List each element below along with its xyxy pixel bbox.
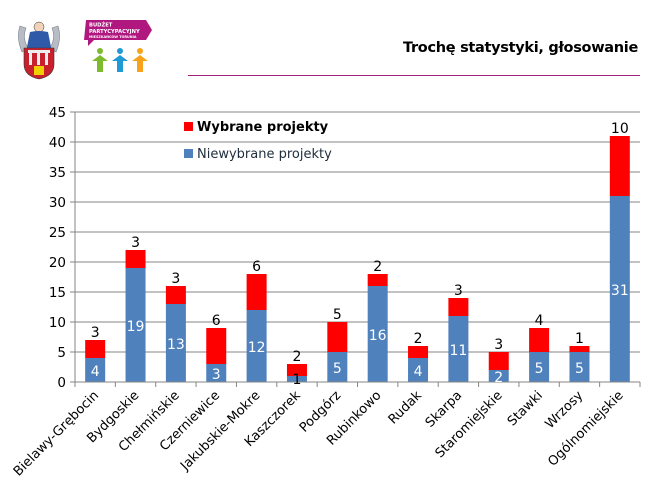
y-tick-label: 20: [49, 255, 66, 271]
title-divider: [188, 75, 640, 76]
data-label-niewybrane: 4: [91, 364, 100, 380]
bar-niewybrane: [85, 358, 106, 382]
data-label-niewybrane: 2: [494, 370, 503, 386]
bar-niewybrane: [206, 364, 227, 382]
data-label-wybrane: 6: [212, 313, 221, 329]
bar-wybrane: [448, 298, 469, 316]
data-label-wybrane: 4: [535, 313, 544, 329]
bar-niewybrane: [246, 310, 267, 382]
bar-niewybrane: [286, 376, 307, 382]
bar-wybrane: [85, 340, 106, 358]
bar-wybrane: [609, 136, 630, 196]
bar-wybrane: [246, 274, 267, 310]
data-label-wybrane: 2: [414, 331, 423, 347]
data-label-niewybrane: 5: [535, 361, 544, 377]
data-label-niewybrane: 4: [414, 364, 423, 380]
gridlines: [75, 111, 640, 353]
data-label-niewybrane: 31: [611, 283, 629, 299]
bar-niewybrane: [165, 304, 186, 382]
bar-wybrane: [529, 328, 550, 352]
participatory-budget-logo: BUDŻET PARTYCYPACYJNY MIESZKAŃCÓW TORUNI…: [84, 20, 152, 72]
data-label-niewybrane: 13: [167, 337, 185, 353]
bar-niewybrane: [327, 352, 348, 382]
x-axis-ticks: Bielawy-GrębocinBydgoskieChełmińskieCzer…: [11, 382, 641, 479]
y-axis-ticks: 0 5 10 15 20 25 30 35 40 45: [49, 105, 75, 391]
bar-wybrane: [286, 364, 307, 376]
data-label-wybrane: 3: [494, 337, 503, 353]
bar-wybrane: [125, 250, 146, 268]
data-label-niewybrane: 3: [212, 367, 221, 383]
legend-label: Niewybrane projekty: [197, 147, 332, 162]
budget-logo-line-1: BUDŻET: [89, 22, 113, 29]
bar-wybrane: [408, 346, 429, 358]
bar-wybrane: [206, 328, 227, 364]
slide-title: Trochę statystyki, głosowanie: [402, 40, 638, 56]
data-label-wybrane: 1: [575, 331, 584, 347]
bar-niewybrane: [125, 268, 146, 382]
budget-logo-line-2: PARTYCYPACYJNY: [89, 29, 140, 35]
x-category-label: Stawki: [505, 388, 546, 429]
data-label-niewybrane: 1: [293, 372, 302, 388]
legend-swatch: [184, 149, 193, 158]
toruń-coat-of-arms-logo: [18, 21, 60, 80]
data-label-wybrane: 6: [252, 259, 261, 275]
data-label-wybrane: 2: [293, 349, 302, 365]
bar-wybrane: [367, 274, 388, 286]
person-blue-icon: [112, 48, 128, 72]
bar-niewybrane: [529, 352, 550, 382]
y-tick-label: 5: [57, 345, 66, 361]
x-category-label: Rudak: [386, 388, 426, 428]
bar-niewybrane: [408, 358, 429, 382]
bar-wybrane: [569, 346, 590, 352]
y-tick-label: 35: [49, 165, 66, 181]
person-orange-icon: [132, 48, 148, 72]
data-label-wybrane: 10: [611, 121, 629, 137]
legend-label: Wybrane projekty: [197, 120, 329, 135]
data-label-niewybrane: 11: [449, 343, 467, 359]
data-label-wybrane: 2: [373, 259, 382, 275]
data-label-wybrane: 3: [454, 283, 463, 299]
legend-swatch: [184, 122, 193, 131]
x-category-label: Ogólnomiejskie: [545, 388, 626, 469]
y-tick-label: 10: [49, 315, 66, 331]
axes: [74, 112, 640, 383]
data-label-niewybrane: 16: [369, 328, 387, 344]
data-label-niewybrane: 5: [575, 361, 584, 377]
y-tick-label: 15: [49, 285, 66, 301]
data-label-niewybrane: 19: [127, 319, 145, 335]
data-label-wybrane: 5: [333, 307, 342, 323]
legend: Wybrane projekty Niewybrane projekty: [184, 120, 332, 162]
bar-niewybrane: [448, 316, 469, 382]
data-label-wybrane: 3: [171, 271, 180, 287]
bar-wybrane: [165, 286, 186, 304]
bars: [85, 136, 630, 382]
data-label-wybrane: 3: [91, 325, 100, 341]
bar-wybrane: [327, 322, 348, 352]
bar-niewybrane: [367, 286, 388, 382]
bar-niewybrane: [488, 370, 509, 382]
y-tick-label: 0: [57, 375, 66, 391]
y-tick-label: 45: [49, 105, 66, 121]
data-label-wybrane: 3: [131, 235, 140, 251]
data-label-niewybrane: 12: [248, 340, 266, 356]
person-green-icon: [92, 48, 108, 72]
budget-logo-line-3: MIESZKAŃCÓW TORUNIA: [89, 34, 137, 39]
y-tick-label: 25: [49, 225, 66, 241]
data-label-niewybrane: 5: [333, 361, 342, 377]
y-tick-label: 40: [49, 135, 66, 151]
bar-niewybrane: [609, 196, 630, 382]
bar-niewybrane: [569, 352, 590, 382]
bar-wybrane: [488, 352, 509, 370]
y-tick-label: 30: [49, 195, 66, 211]
